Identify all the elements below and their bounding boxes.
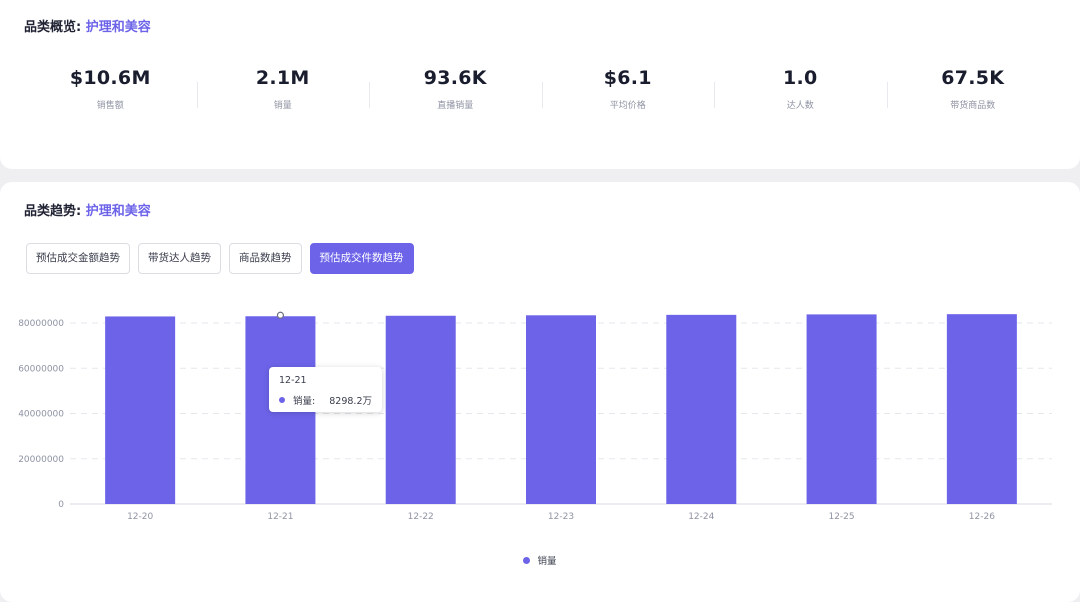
metric-label: 平均价格 (609, 101, 646, 111)
tooltip-row: 销量: 8298.2万 (279, 393, 372, 407)
metric-label: 达人数 (786, 101, 814, 111)
metric-product-count: 67.5K 带货商品数 (886, 66, 1060, 126)
x-tick-label: 12-25 (828, 512, 854, 522)
chart-tooltip: 12-21 销量: 8298.2万 (269, 367, 382, 412)
overview-title: 品类概览: 护理和美容 (24, 16, 151, 35)
overview-card: 品类概览: 护理和美容 $10.6M 销售额 2.1M 销量 93.6K 直播销… (0, 0, 1080, 169)
bar (666, 314, 737, 504)
metric-sales-amount: $10.6M 销售额 (24, 66, 197, 126)
y-tick-label: 0 (58, 500, 64, 510)
y-tick-label: 80000000 (18, 319, 64, 329)
tab-estimated-gmv-trend[interactable]: 预估成交金额趋势 (26, 243, 130, 274)
tab-estimated-units-trend[interactable]: 预估成交件数趋势 (309, 243, 414, 274)
metric-value: 93.6K (423, 67, 487, 89)
tab-product-count-trend[interactable]: 商品数趋势 (229, 243, 302, 274)
y-tick-label: 40000000 (18, 410, 64, 420)
metric-value: 67.5K (941, 67, 1005, 89)
metric-value: 1.0 (782, 67, 818, 89)
x-tick-label: 12-26 (969, 512, 995, 522)
x-tick-label: 12-20 (127, 512, 153, 522)
metric-label: 销售额 (96, 101, 124, 111)
metric-label: 带货商品数 (950, 101, 996, 111)
y-tick-label: 20000000 (18, 455, 64, 465)
sales-volume-bar-chart: 0 20000000 40000000 60000000 80000000 12-20 12… (18, 311, 1052, 522)
legend-dot-icon (523, 556, 531, 564)
metrics-row: $10.6M 销售额 2.1M 销量 93.6K 直播销量 $6.1 平均价格 … (24, 66, 1059, 126)
trend-title-prefix: 品类趋势: (24, 204, 82, 219)
x-tick-label: 12-23 (548, 512, 574, 522)
trend-category: 护理和美容 (85, 204, 151, 219)
x-tick-label: 12-21 (267, 512, 293, 522)
tab-influencer-trend[interactable]: 带货达人趋势 (138, 243, 221, 274)
metric-value: 2.1M (255, 67, 310, 89)
bar (385, 315, 456, 504)
overview-category: 护理和美容 (85, 20, 151, 35)
series-dot-icon (279, 397, 285, 403)
metric-value: $10.6M (69, 67, 151, 89)
metric-label: 销量 (273, 101, 292, 111)
bar (526, 315, 596, 504)
x-tick-label: 12-22 (408, 512, 434, 522)
tooltip-series-name: 销量: (293, 396, 316, 407)
overview-title-prefix: 品类概览: (24, 20, 82, 35)
bar (105, 316, 176, 504)
metric-live-sales: 93.6K 直播销量 (369, 66, 542, 126)
legend-label: 销量 (537, 556, 557, 567)
bar (946, 314, 1017, 504)
metric-sales-volume: 2.1M 销量 (196, 66, 370, 126)
metric-average-price: $6.1 平均价格 (541, 66, 715, 126)
tooltip-value: 8298.2万 (329, 396, 372, 407)
metric-influencer-count: 1.0 达人数 (714, 66, 887, 126)
metric-value: $6.1 (603, 67, 652, 89)
tooltip-date: 12-21 (279, 375, 307, 386)
hover-point (276, 311, 285, 319)
y-tick-label: 60000000 (18, 364, 64, 374)
chart-legend[interactable]: 销量 (0, 553, 1080, 567)
x-tick-label: 12-24 (688, 512, 714, 522)
trend-title: 品类趋势: 护理和美容 (24, 200, 151, 219)
bar (806, 314, 877, 504)
metric-label: 直播销量 (437, 101, 474, 111)
trend-tabs: 预估成交金额趋势 带货达人趋势 商品数趋势 预估成交件数趋势 (26, 243, 414, 274)
